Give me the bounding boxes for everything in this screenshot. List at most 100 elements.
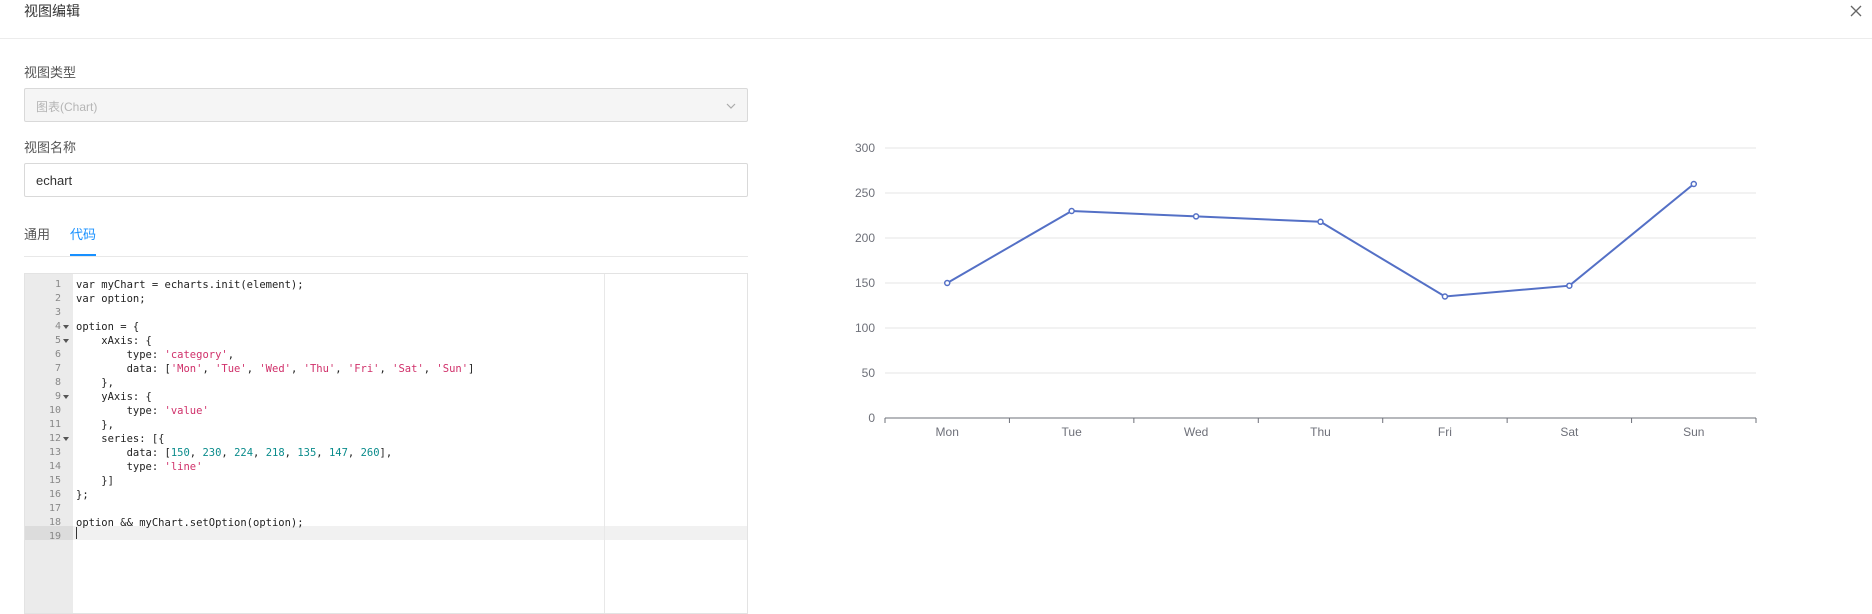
data-point [943,279,951,287]
line-number: 6 [54,349,61,360]
tab-code[interactable]: 代码 [70,227,97,242]
data-point [1192,213,1200,220]
y-tick-label: 150 [855,276,875,290]
data-point [1690,180,1698,188]
line-number: 14 [48,461,61,472]
code-line[interactable]: 1 var myChart = echarts.init(element); [25,278,747,292]
fold-toggle-icon[interactable] [63,437,69,441]
tab-general[interactable]: 通用 [24,227,51,242]
data-point [1068,207,1075,215]
code-line[interactable]: 11 }, [25,418,747,432]
x-tick-label: Fri [1438,425,1452,439]
active-tab-indicator [70,254,96,256]
print-margin [604,274,605,613]
line-number: 19 [48,531,61,542]
code-text: data: ['Mon', 'Tue', 'Wed', 'Thu', 'Fri'… [76,363,475,375]
line-number: 1 [54,279,61,290]
text-cursor [76,527,77,539]
data-point [1317,218,1324,226]
line-number: 8 [54,377,61,388]
code-text: yAxis: { [76,391,152,403]
code-text: data: [150, 230, 224, 218, 135, 147, 260… [76,447,393,459]
code-line[interactable]: 12 series: [{ [25,432,747,446]
code-line[interactable]: 16}; [25,488,747,502]
fold-toggle-icon[interactable] [63,395,69,399]
code-line[interactable]: 6 type: 'category', [25,348,747,362]
view-type-value: 图表(Chart) [36,100,98,114]
active-line-gutter [25,526,73,540]
y-tick-label: 0 [868,411,875,425]
code-line[interactable]: 2 var option; [25,292,747,306]
view-type-label: 视图类型 [24,65,77,80]
y-tick-label: 200 [855,231,875,245]
line-number: 15 [48,475,61,486]
line-number: 13 [48,447,61,458]
code-text: }, [76,377,114,389]
line-chart: 0 50 100 150 200 250 300 Mon Tue Wed Thu Fri Sat Sun [855,141,1757,439]
line-number: 9 [54,391,61,402]
code-text: type: 'value' [76,405,209,417]
line-number: 5 [54,335,61,346]
x-tick-label: Tue [1062,425,1083,439]
code-text: option && myChart.setOption(option); [76,517,304,529]
view-name-label: 视图名称 [24,140,77,155]
tab-bar: 通用 代码 [24,222,748,257]
dialog-header: 视图编辑 [0,0,1872,39]
code-line[interactable]: 10 type: 'value' [25,404,747,418]
line-number: 4 [54,321,61,332]
line-number: 12 [48,433,61,444]
line-number: 17 [48,503,61,514]
fold-toggle-icon[interactable] [63,325,69,329]
code-text: series: [{ [76,433,165,445]
x-tick-label: Mon [936,425,959,439]
code-line[interactable]: 4 option = { [25,320,747,334]
chevron-down-icon [726,103,736,109]
code-line[interactable]: 14 type: 'line' [25,460,747,474]
fold-toggle-icon[interactable] [63,339,69,343]
line-number: 11 [48,419,61,430]
code-text: }] [76,475,114,487]
code-text: xAxis: { [76,335,152,347]
active-line-highlight [25,526,747,540]
y-tick-label: 100 [855,321,875,335]
code-line[interactable]: 7 data: ['Mon', 'Tue', 'Wed', 'Thu', 'Fr… [25,362,747,376]
x-tick-label: Thu [1310,425,1331,439]
code-line[interactable]: 8 }, [25,376,747,390]
x-tick-label: Sat [1560,425,1579,439]
code-line[interactable]: 18 option && myChart.setOption(option); [25,516,747,530]
line-number: 3 [54,307,61,318]
editor-gutter [25,274,73,613]
code-text: option = { [76,321,140,333]
code-line[interactable]: 3 [25,306,747,320]
code-line[interactable]: 17 [25,502,747,516]
code-text: type: 'category', [76,349,235,361]
code-line[interactable]: 15 }] [25,474,747,488]
chart-preview: 0 50 100 150 200 250 300 Mon Tue Wed Thu Fri Sat Sun [840,130,1780,460]
dialog-title: 视图编辑 [24,3,80,19]
line-number: 16 [48,489,61,500]
code-line[interactable]: 9 yAxis: { [25,390,747,404]
code-editor[interactable]: 1 var myChart = echarts.init(element); 2 va… [24,273,748,614]
line-number: 7 [54,363,61,374]
series-line [946,183,1695,298]
view-name-input[interactable] [24,163,748,197]
code-line[interactable]: 19 [25,530,747,544]
code-line[interactable]: 13 data: [150, 230, 224, 218, 135, 147, … [25,446,747,460]
code-text: var myChart = echarts.init(element); [76,279,304,291]
x-tick-label: Wed [1184,425,1208,439]
data-point [1441,293,1449,300]
line-number: 10 [48,405,61,416]
y-tick-label: 250 [855,186,875,200]
code-text: var option; [76,293,146,305]
code-line[interactable]: 5 xAxis: { [25,334,747,348]
x-tick-label: Sun [1683,425,1704,439]
view-type-select[interactable]: 图表(Chart) [24,88,748,122]
data-point [1566,282,1573,289]
code-text: }; [76,489,89,501]
code-text: }, [76,419,114,431]
y-tick-label: 50 [862,366,876,380]
line-number: 18 [48,517,61,528]
code-text: type: 'line' [76,461,203,473]
y-tick-label: 300 [855,141,875,155]
close-icon[interactable] [1848,3,1864,19]
